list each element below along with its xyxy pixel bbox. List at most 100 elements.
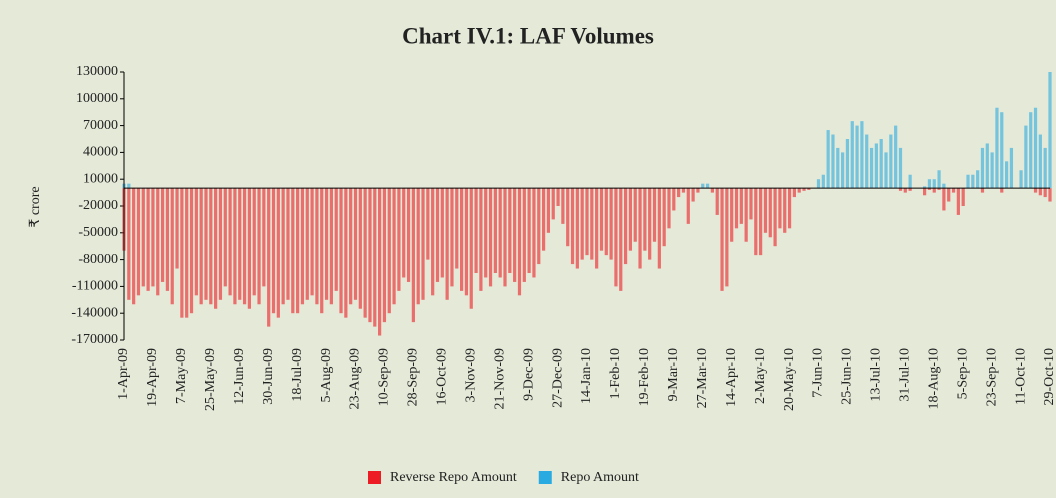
bar bbox=[532, 188, 536, 278]
bar bbox=[980, 147, 985, 189]
bar bbox=[677, 188, 681, 198]
bar bbox=[826, 130, 830, 189]
bar bbox=[1019, 170, 1023, 189]
x-tick-label: 16-Oct-09 bbox=[435, 348, 450, 406]
bar bbox=[339, 188, 343, 314]
bar bbox=[132, 188, 136, 305]
bar bbox=[435, 188, 440, 282]
bar bbox=[739, 188, 743, 224]
bar bbox=[324, 188, 329, 300]
bar bbox=[160, 188, 165, 282]
x-tick-label: 3-Nov-09 bbox=[463, 348, 478, 402]
y-tick-label: -50000 bbox=[78, 225, 118, 240]
bar bbox=[517, 188, 522, 296]
bar bbox=[431, 188, 435, 296]
y-tick-label: -80000 bbox=[78, 252, 118, 267]
bar bbox=[686, 188, 690, 224]
x-tick-label: 9-Mar-10 bbox=[666, 348, 681, 401]
bar bbox=[484, 188, 488, 278]
bar bbox=[971, 174, 975, 189]
x-tick-label: 14-Jan-10 bbox=[579, 348, 594, 404]
bar bbox=[763, 188, 768, 233]
bar bbox=[503, 188, 507, 287]
x-tick-label: 27-Dec-09 bbox=[550, 348, 565, 408]
bar bbox=[575, 188, 579, 269]
bar bbox=[445, 188, 449, 300]
legend-swatch bbox=[538, 471, 552, 484]
bar bbox=[841, 152, 845, 189]
y-tick-label: -110000 bbox=[72, 279, 118, 294]
bar bbox=[816, 179, 821, 189]
bar bbox=[1024, 125, 1028, 189]
legend-label: Reverse Repo Amount bbox=[390, 470, 517, 485]
bar bbox=[127, 183, 131, 189]
bar bbox=[382, 188, 387, 323]
bar bbox=[1038, 188, 1042, 196]
x-tick-label: 23-Aug-09 bbox=[348, 348, 363, 409]
x-tick-label: 1-Feb-10 bbox=[608, 348, 623, 399]
x-tick-label: 7-May-09 bbox=[174, 348, 189, 404]
bar bbox=[1038, 134, 1042, 189]
bar bbox=[580, 188, 584, 260]
bar bbox=[807, 188, 811, 190]
bar bbox=[469, 188, 473, 309]
bar bbox=[976, 170, 980, 189]
x-tick-label: 31-Jul-10 bbox=[898, 348, 913, 402]
bar bbox=[146, 188, 150, 291]
bar bbox=[879, 139, 883, 189]
bar bbox=[831, 134, 835, 189]
x-tick-label: 11-Oct-10 bbox=[1013, 348, 1028, 405]
bar bbox=[730, 188, 734, 242]
bar bbox=[165, 188, 170, 291]
y-axis-label: ₹ crore bbox=[28, 186, 43, 227]
y-tick-label: -20000 bbox=[78, 198, 118, 213]
x-tick-label: 28-Sep-09 bbox=[406, 348, 421, 406]
x-tick-label: 2-May-10 bbox=[753, 348, 768, 404]
x-tick-label: 10-Sep-09 bbox=[377, 348, 392, 406]
bar bbox=[281, 188, 285, 305]
bar bbox=[604, 188, 608, 256]
bar bbox=[1048, 188, 1052, 202]
bar bbox=[744, 188, 748, 242]
bar bbox=[522, 188, 526, 282]
bar bbox=[194, 188, 198, 296]
bar bbox=[262, 188, 266, 287]
y-tick-label: 70000 bbox=[83, 118, 118, 133]
bar bbox=[344, 188, 348, 318]
bar bbox=[300, 188, 305, 305]
bar bbox=[556, 188, 560, 206]
bar bbox=[537, 188, 541, 265]
bar bbox=[551, 188, 555, 220]
bar bbox=[546, 188, 551, 233]
bar bbox=[754, 188, 758, 256]
bar bbox=[1000, 112, 1004, 189]
x-tick-label: 5-Aug-09 bbox=[319, 348, 334, 402]
bar bbox=[932, 188, 936, 193]
chart-title: Chart IV.1: LAF Volumes bbox=[402, 23, 654, 48]
bar bbox=[696, 188, 700, 193]
legend-swatch bbox=[368, 471, 381, 484]
bar bbox=[705, 183, 710, 189]
bar bbox=[951, 188, 956, 193]
bar bbox=[1000, 188, 1004, 193]
bar bbox=[898, 188, 903, 191]
bar bbox=[889, 134, 893, 189]
x-tick-label: 23-Sep-10 bbox=[984, 348, 999, 406]
y-tick-label: 130000 bbox=[76, 64, 118, 79]
bar bbox=[566, 188, 570, 247]
bar bbox=[932, 179, 936, 189]
bar bbox=[599, 188, 604, 251]
bar bbox=[927, 179, 932, 189]
y-tick-label: 10000 bbox=[83, 171, 118, 186]
bar bbox=[561, 188, 565, 224]
x-tick-label: 25-Jun-10 bbox=[840, 348, 855, 405]
bar bbox=[1004, 161, 1009, 189]
bar bbox=[652, 188, 657, 242]
bar bbox=[223, 188, 227, 287]
bar bbox=[170, 188, 174, 305]
bar bbox=[136, 188, 141, 296]
bar bbox=[267, 188, 271, 327]
x-tick-label: 27-Mar-10 bbox=[695, 348, 710, 408]
bar bbox=[585, 188, 589, 256]
bar bbox=[209, 188, 213, 305]
